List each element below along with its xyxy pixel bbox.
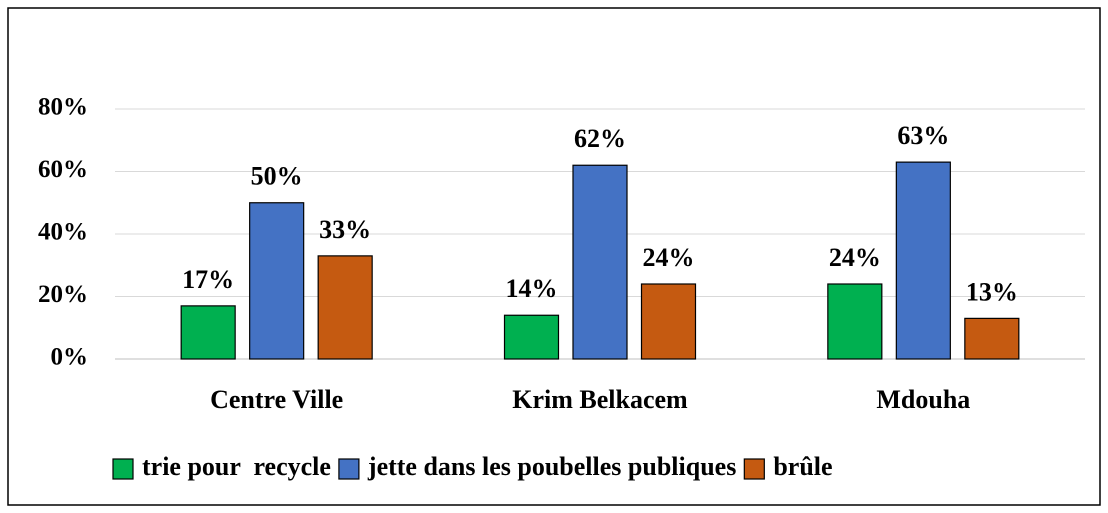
legend-label: trie pour recycle — [142, 452, 331, 481]
bar — [503, 314, 560, 360]
value-label: 13% — [966, 277, 1018, 306]
legend-swatch — [112, 458, 134, 480]
bar — [640, 283, 697, 360]
y-tick-label: 20% — [38, 281, 88, 308]
value-label: 24% — [829, 243, 881, 272]
legend-swatch — [338, 458, 360, 480]
bar — [180, 305, 236, 360]
value-label: 62% — [574, 124, 626, 153]
value-label: 24% — [643, 243, 695, 272]
x-tick-label: Centre Ville — [210, 385, 343, 414]
value-label: 50% — [251, 162, 303, 191]
bar — [964, 317, 1020, 360]
y-tick-label: 0% — [51, 344, 89, 371]
bar — [572, 164, 628, 360]
value-label: 17% — [182, 265, 234, 294]
y-tick-label: 40% — [38, 219, 88, 246]
value-label: 63% — [897, 121, 949, 150]
legend-label: jette dans les poubelles publiques — [367, 452, 736, 481]
y-tick-label: 60% — [38, 156, 88, 183]
value-label: 33% — [319, 215, 371, 244]
x-tick-label: Krim Belkacem — [512, 385, 688, 414]
y-tick-label: 80% — [38, 94, 88, 121]
x-tick-label: Mdouha — [876, 385, 970, 414]
legend-swatch — [743, 458, 765, 480]
legend-label: brûle — [773, 452, 832, 481]
bar — [827, 283, 883, 360]
bar — [317, 255, 373, 360]
bar — [249, 202, 305, 360]
bar — [895, 161, 951, 360]
value-label: 14% — [506, 274, 558, 303]
